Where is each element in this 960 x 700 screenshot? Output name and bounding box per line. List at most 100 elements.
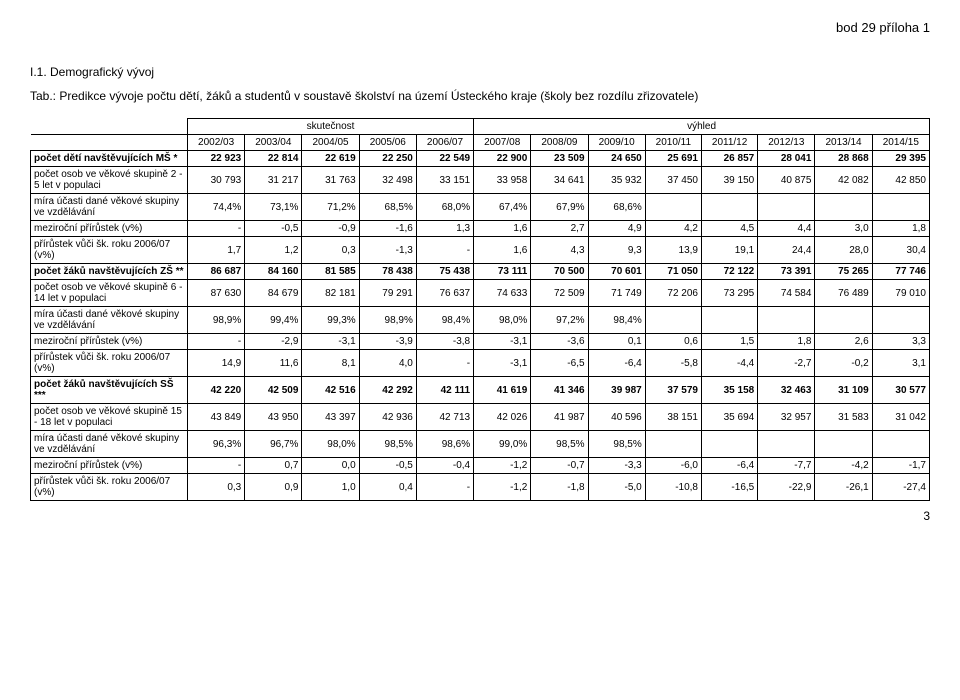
data-cell: 31 583 <box>815 404 872 431</box>
data-cell: 1,7 <box>188 237 245 264</box>
data-cell: 73,1% <box>245 194 302 221</box>
data-cell: -27,4 <box>872 474 929 501</box>
data-cell: -0,5 <box>359 458 416 474</box>
data-cell: 79 010 <box>872 280 929 307</box>
data-cell: 98,6% <box>416 431 473 458</box>
data-cell: 14,9 <box>188 350 245 377</box>
data-cell: 41 619 <box>474 377 531 404</box>
year-col: 2007/08 <box>474 135 531 151</box>
data-cell: 98,0% <box>302 431 359 458</box>
data-cell: 72 509 <box>531 280 588 307</box>
data-cell: 28,0 <box>815 237 872 264</box>
data-cell: 40 875 <box>758 167 815 194</box>
corner-cell-2 <box>31 135 188 151</box>
data-cell: 31 042 <box>872 404 929 431</box>
data-cell: -3,1 <box>474 334 531 350</box>
data-cell: 42 292 <box>359 377 416 404</box>
data-cell: 99,0% <box>474 431 531 458</box>
data-cell: 39 150 <box>701 167 757 194</box>
data-cell: 98,0% <box>474 307 531 334</box>
data-cell: 42 936 <box>359 404 416 431</box>
data-cell: 75 438 <box>416 264 473 280</box>
data-cell: 42 713 <box>416 404 473 431</box>
data-cell: 31 763 <box>302 167 359 194</box>
data-cell: 98,5% <box>359 431 416 458</box>
table-row: počet osob ve věkové skupině 2 - 5 let v… <box>31 167 930 194</box>
data-cell: -3,3 <box>588 458 645 474</box>
data-cell: -0,5 <box>245 221 302 237</box>
data-cell: - <box>188 458 245 474</box>
table-body: počet dětí navštěvujících MŠ *22 92322 8… <box>31 151 930 501</box>
data-cell: 42 026 <box>474 404 531 431</box>
table-row: meziroční přírůstek (v%)--0,5-0,9-1,61,3… <box>31 221 930 237</box>
data-cell: 98,4% <box>588 307 645 334</box>
data-cell: 35 158 <box>701 377 757 404</box>
data-cell <box>815 194 872 221</box>
row-label: meziroční přírůstek (v%) <box>31 334 188 350</box>
table-row: počet žáků navštěvujících ZŠ **86 68784 … <box>31 264 930 280</box>
data-cell: -6,4 <box>701 458 757 474</box>
group-header-vyhled: výhled <box>474 119 930 135</box>
data-cell: 1,3 <box>416 221 473 237</box>
data-cell: 4,2 <box>645 221 701 237</box>
row-label: počet žáků navštěvujících SŠ *** <box>31 377 188 404</box>
page-number: 3 <box>30 509 930 523</box>
data-cell: -5,8 <box>645 350 701 377</box>
data-cell: 77 746 <box>872 264 929 280</box>
data-cell: -2,9 <box>245 334 302 350</box>
data-cell: -16,5 <box>701 474 757 501</box>
table-title: Tab.: Predikce vývoje počtu dětí, žáků a… <box>30 89 930 103</box>
data-cell: 22 549 <box>416 151 473 167</box>
data-cell: 75 265 <box>815 264 872 280</box>
data-cell: 38 151 <box>645 404 701 431</box>
data-cell: 43 849 <box>188 404 245 431</box>
data-cell: 2,6 <box>815 334 872 350</box>
data-cell: -22,9 <box>758 474 815 501</box>
data-cell: 40 596 <box>588 404 645 431</box>
data-cell: - <box>416 474 473 501</box>
section-number: I.1. Demografický vývoj <box>30 65 930 79</box>
data-cell: -3,8 <box>416 334 473 350</box>
data-cell: 98,4% <box>416 307 473 334</box>
data-cell: 41 346 <box>531 377 588 404</box>
year-col: 2009/10 <box>588 135 645 151</box>
group-header-skutecnost: skutečnost <box>188 119 474 135</box>
data-cell: 42 111 <box>416 377 473 404</box>
data-cell: 73 391 <box>758 264 815 280</box>
year-header-row: 2002/03 2003/04 2004/05 2005/06 2006/07 … <box>31 135 930 151</box>
data-cell: 28 868 <box>815 151 872 167</box>
data-cell: 33 151 <box>416 167 473 194</box>
row-label: přírůstek vůči šk. roku 2006/07 (v%) <box>31 350 188 377</box>
data-cell: 22 814 <box>245 151 302 167</box>
data-cell: 1,8 <box>758 334 815 350</box>
row-label: přírůstek vůči šk. roku 2006/07 (v%) <box>31 237 188 264</box>
table-row: přírůstek vůči šk. roku 2006/07 (v%)0,30… <box>31 474 930 501</box>
data-cell: 79 291 <box>359 280 416 307</box>
data-cell: -10,8 <box>645 474 701 501</box>
data-cell: 72 206 <box>645 280 701 307</box>
data-cell <box>645 307 701 334</box>
data-cell: 31 217 <box>245 167 302 194</box>
data-cell: 68,0% <box>416 194 473 221</box>
data-cell: - <box>188 221 245 237</box>
data-cell <box>872 431 929 458</box>
data-cell: 97,2% <box>531 307 588 334</box>
data-cell: 22 923 <box>188 151 245 167</box>
year-col: 2010/11 <box>645 135 701 151</box>
data-cell: - <box>416 350 473 377</box>
data-cell: 31 109 <box>815 377 872 404</box>
data-cell: 22 619 <box>302 151 359 167</box>
row-label: počet žáků navštěvujících ZŠ ** <box>31 264 188 280</box>
data-cell: -1,7 <box>872 458 929 474</box>
data-cell: 99,3% <box>302 307 359 334</box>
data-cell: 68,6% <box>588 194 645 221</box>
data-cell: 1,6 <box>474 237 531 264</box>
row-label: počet osob ve věkové skupině 6 - 14 let … <box>31 280 188 307</box>
data-cell: 42 850 <box>872 167 929 194</box>
data-cell <box>701 307 757 334</box>
data-cell: 35 694 <box>701 404 757 431</box>
data-cell: -6,0 <box>645 458 701 474</box>
year-col: 2005/06 <box>359 135 416 151</box>
data-cell: 0,4 <box>359 474 416 501</box>
data-cell: -4,4 <box>701 350 757 377</box>
